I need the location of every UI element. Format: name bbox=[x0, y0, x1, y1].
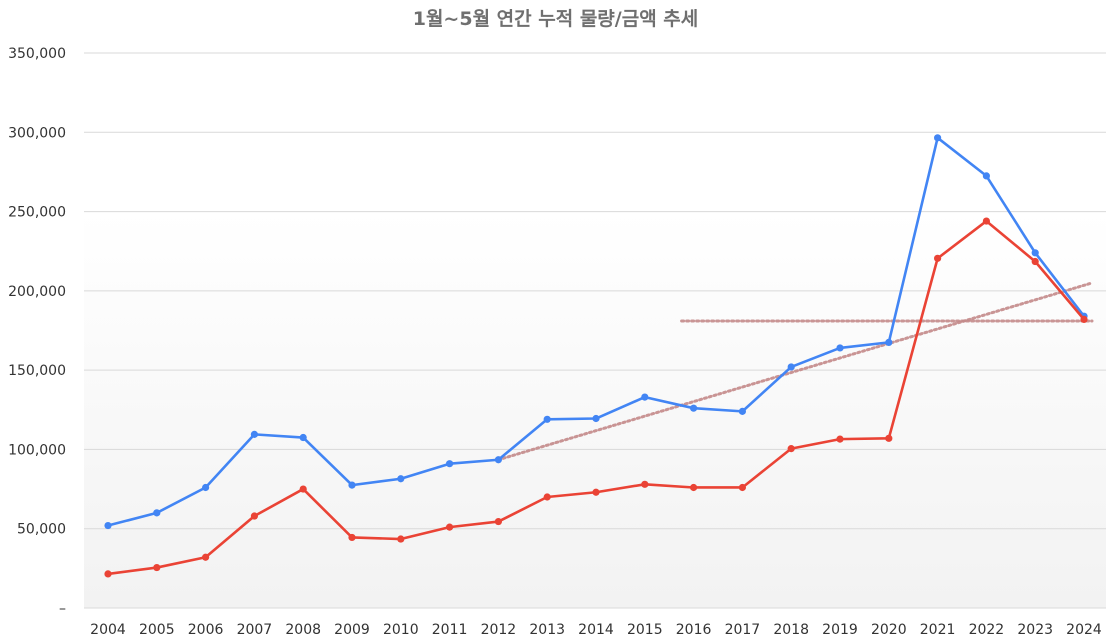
x-tick-label: 2013 bbox=[529, 622, 565, 638]
plot-background bbox=[84, 211, 1106, 609]
y-tick-label: 350,000 bbox=[8, 46, 66, 62]
data-point bbox=[299, 433, 307, 442]
data-point bbox=[348, 533, 356, 542]
data-point bbox=[494, 517, 502, 526]
data-point bbox=[738, 483, 747, 492]
x-tick-label: 2015 bbox=[627, 622, 663, 638]
data-point bbox=[982, 217, 991, 225]
x-tick-label: 2023 bbox=[1017, 622, 1053, 638]
data-point bbox=[202, 553, 210, 561]
x-tick-label: 2014 bbox=[578, 622, 614, 638]
data-point bbox=[299, 485, 307, 493]
y-tick-label: – bbox=[59, 601, 66, 617]
data-point bbox=[1080, 315, 1088, 323]
data-point bbox=[446, 523, 454, 531]
x-tick-label: 2017 bbox=[725, 622, 761, 638]
y-tick-label: 200,000 bbox=[8, 284, 66, 300]
data-point bbox=[153, 563, 161, 572]
data-point bbox=[885, 434, 893, 442]
data-point bbox=[153, 509, 161, 517]
x-tick-label: 2009 bbox=[334, 622, 370, 638]
data-point bbox=[738, 407, 747, 415]
data-point bbox=[690, 483, 698, 492]
data-point bbox=[250, 512, 258, 520]
x-tick-label: 2012 bbox=[481, 622, 517, 638]
data-point bbox=[397, 475, 405, 483]
y-tick-label: 100,000 bbox=[8, 442, 66, 458]
data-point bbox=[446, 460, 454, 468]
y-tick-label: 50,000 bbox=[17, 522, 66, 538]
data-point bbox=[787, 445, 795, 453]
x-tick-label: 2008 bbox=[285, 622, 321, 638]
chart-title: 1월~5월 연간 누적 물량/금액 추세 bbox=[412, 8, 699, 30]
data-point bbox=[934, 134, 942, 142]
x-tick-label: 2022 bbox=[969, 622, 1005, 638]
y-tick-label: 150,000 bbox=[8, 363, 66, 379]
data-point bbox=[104, 570, 112, 578]
data-point bbox=[934, 254, 942, 262]
x-tick-label: 2007 bbox=[237, 622, 273, 638]
data-point bbox=[836, 344, 844, 352]
data-point bbox=[1031, 249, 1039, 257]
data-point bbox=[690, 404, 698, 412]
data-point bbox=[250, 430, 258, 438]
data-point bbox=[543, 415, 551, 423]
x-tick-label: 2006 bbox=[188, 622, 224, 638]
x-tick-label: 2019 bbox=[822, 622, 858, 638]
y-tick-label: 250,000 bbox=[8, 205, 66, 221]
data-point bbox=[348, 481, 356, 489]
data-point bbox=[982, 172, 991, 180]
data-point bbox=[592, 414, 600, 423]
data-point bbox=[885, 338, 893, 346]
x-tick-label: 2018 bbox=[773, 622, 809, 638]
data-point bbox=[787, 363, 795, 371]
x-tick-label: 2024 bbox=[1066, 622, 1102, 638]
x-tick-label: 2016 bbox=[676, 622, 712, 638]
x-tick-label: 2011 bbox=[432, 622, 468, 638]
data-point bbox=[543, 493, 551, 501]
x-tick-label: 2020 bbox=[871, 622, 907, 638]
data-point bbox=[494, 456, 502, 464]
data-point bbox=[397, 535, 405, 543]
x-tick-label: 2005 bbox=[139, 622, 175, 638]
data-point bbox=[1031, 257, 1039, 266]
x-tick-label: 2021 bbox=[920, 622, 956, 638]
data-point bbox=[202, 483, 210, 492]
data-point bbox=[104, 521, 112, 530]
y-tick-label: 300,000 bbox=[8, 125, 66, 141]
data-point bbox=[836, 435, 844, 443]
data-point bbox=[641, 393, 649, 401]
data-point bbox=[641, 480, 649, 488]
x-tick-label: 2004 bbox=[90, 622, 126, 638]
x-tick-label: 2010 bbox=[383, 622, 419, 638]
trend-line bbox=[496, 281, 1094, 462]
data-point bbox=[592, 488, 600, 496]
